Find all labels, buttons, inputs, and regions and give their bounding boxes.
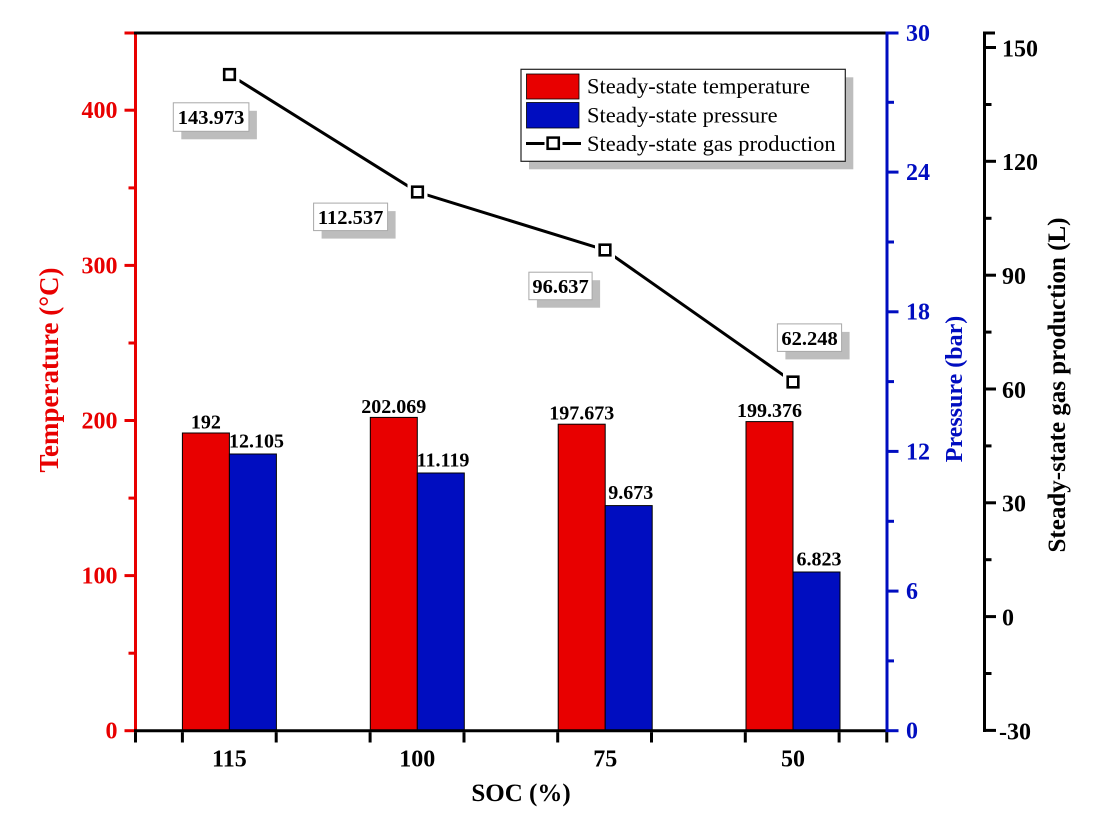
svg-text:75: 75 bbox=[593, 746, 617, 772]
svg-text:0: 0 bbox=[906, 719, 918, 745]
svg-text:12.105: 12.105 bbox=[229, 431, 284, 453]
svg-text:0: 0 bbox=[106, 719, 118, 745]
svg-text:100: 100 bbox=[82, 564, 118, 590]
svg-text:90: 90 bbox=[1002, 264, 1026, 290]
svg-text:202.069: 202.069 bbox=[361, 396, 426, 418]
svg-text:120: 120 bbox=[1002, 150, 1038, 176]
svg-text:200: 200 bbox=[82, 408, 118, 434]
svg-text:Steady-state gas production (L: Steady-state gas production (L) bbox=[1044, 218, 1071, 553]
svg-text:6.823: 6.823 bbox=[797, 549, 842, 571]
svg-text:30: 30 bbox=[1002, 492, 1026, 518]
svg-text:96.637: 96.637 bbox=[532, 276, 588, 298]
svg-text:Steady-state gas production: Steady-state gas production bbox=[587, 131, 836, 156]
svg-text:62.248: 62.248 bbox=[781, 328, 837, 350]
svg-text:Steady-state pressure: Steady-state pressure bbox=[587, 102, 778, 127]
svg-text:-30: -30 bbox=[999, 719, 1031, 745]
svg-text:Steady-state temperature: Steady-state temperature bbox=[587, 74, 810, 99]
svg-text:9.673: 9.673 bbox=[608, 482, 653, 504]
svg-text:Pressure (bar): Pressure (bar) bbox=[942, 316, 968, 462]
svg-text:50: 50 bbox=[781, 746, 805, 772]
svg-text:112.537: 112.537 bbox=[318, 207, 384, 229]
svg-text:199.376: 199.376 bbox=[737, 400, 802, 422]
svg-text:60: 60 bbox=[1002, 378, 1026, 404]
svg-text:11.119: 11.119 bbox=[417, 450, 470, 472]
svg-text:Temperature (°C): Temperature (°C) bbox=[34, 267, 64, 472]
svg-text:400: 400 bbox=[82, 98, 118, 124]
svg-text:6: 6 bbox=[906, 579, 918, 605]
svg-text:SOC (%): SOC (%) bbox=[471, 780, 570, 807]
svg-text:115: 115 bbox=[212, 746, 247, 772]
svg-text:12: 12 bbox=[906, 439, 930, 465]
svg-text:197.673: 197.673 bbox=[549, 403, 614, 425]
svg-text:192: 192 bbox=[191, 412, 221, 434]
svg-text:300: 300 bbox=[82, 253, 118, 279]
svg-text:100: 100 bbox=[399, 746, 435, 772]
svg-text:143.973: 143.973 bbox=[178, 107, 245, 129]
svg-text:0: 0 bbox=[1002, 606, 1014, 632]
svg-text:30: 30 bbox=[906, 21, 930, 47]
svg-text:18: 18 bbox=[906, 300, 930, 326]
svg-text:24: 24 bbox=[906, 160, 930, 186]
svg-text:150: 150 bbox=[1002, 36, 1038, 62]
